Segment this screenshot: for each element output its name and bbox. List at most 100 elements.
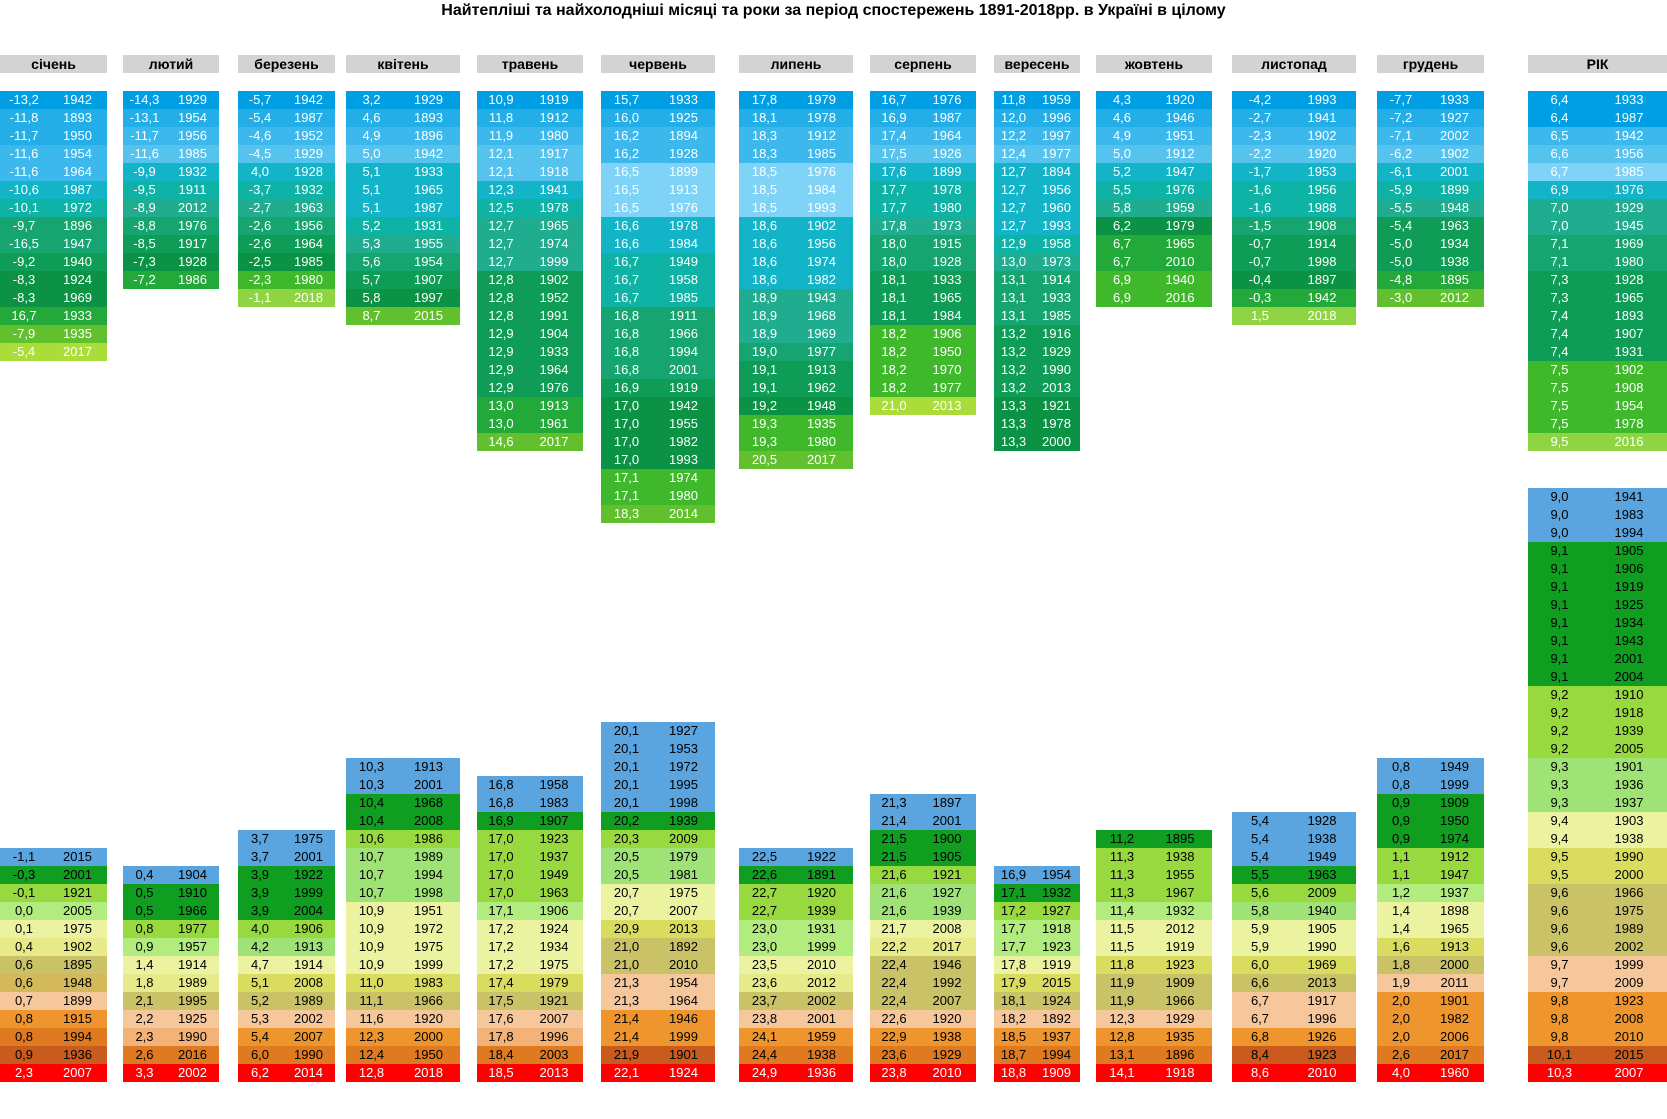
cold-value: -1,5	[1248, 218, 1272, 233]
warm-row: 1,4 1914	[123, 956, 219, 974]
warm-value: 23,5	[751, 957, 778, 972]
warm-value: 12,8	[1109, 1029, 1135, 1044]
cold-year: 1911	[669, 308, 698, 323]
warm-year: 1913	[1440, 939, 1469, 954]
warm-row: 5,4 2007	[238, 1028, 335, 1046]
cold-year: 1942	[669, 398, 698, 413]
cold-year: 1955	[414, 236, 443, 251]
warm-row: 17,2 1934	[477, 938, 583, 956]
warm-year: 2001	[414, 777, 443, 792]
warm-row: 10,4 1968	[346, 794, 460, 812]
warm-year: 1929	[1165, 1011, 1195, 1026]
warm-year: 1910	[1614, 687, 1644, 702]
warm-row: 10,9 1951	[346, 902, 460, 920]
cold-year: 1974	[669, 470, 698, 485]
cold-row: -2,7 1963	[238, 199, 335, 217]
warm-row: 5,4 1928	[1232, 812, 1356, 830]
warm-value: 16,9	[488, 813, 514, 828]
cold-year: 1899	[669, 164, 698, 179]
warm-year: 1938	[1307, 831, 1337, 846]
cold-row: -14,3 1929	[123, 91, 219, 109]
warm-year: 2004	[294, 903, 323, 918]
cold-value: 6,7	[1112, 236, 1132, 251]
warm-value: 1,8	[135, 975, 154, 990]
cold-row: 5,1 1965	[346, 181, 460, 199]
cold-row: 14,6 2017	[477, 433, 583, 451]
warm-value: 17,0	[488, 831, 514, 846]
cold-value: -0,7	[1248, 254, 1272, 269]
cold-value: 16,0	[613, 110, 640, 125]
warm-year: 1989	[294, 993, 323, 1008]
cold-value: 18,2	[881, 362, 907, 377]
warm-row: 20,1 1995	[601, 776, 715, 794]
warm-value: 2,3	[14, 1065, 34, 1080]
cold-row: 4,9 1896	[346, 127, 460, 145]
cold-row: 16,8 1911	[601, 307, 715, 325]
cold-year: 1984	[807, 182, 836, 197]
cold-year: 1960	[1042, 200, 1071, 215]
cold-value: 12,8	[488, 290, 514, 305]
cold-row: 6,4 1933	[1528, 91, 1667, 109]
warm-value: -0,3	[12, 867, 36, 882]
cold-value: -5,4	[1389, 218, 1413, 233]
warm-row: 9,1 1925	[1528, 596, 1667, 614]
warm-row: 21,5 1905	[870, 848, 976, 866]
cold-year: 1948	[807, 398, 836, 413]
cold-row: 17,8 1979	[739, 91, 853, 109]
cold-value: -5,7	[248, 92, 272, 107]
cold-row: 4,9 1951	[1096, 127, 1212, 145]
warm-year: 1936	[1614, 777, 1644, 792]
coldest-block: -7,7 1933 -7,2 1927 -7,1 2002 -6,2 1902 -6,1 2001…	[1377, 91, 1484, 307]
warm-value: 21,9	[613, 1047, 640, 1062]
warm-year: 1897	[932, 795, 962, 810]
column-header: РІК	[1528, 55, 1667, 73]
warm-value: 11,3	[1109, 885, 1135, 900]
warm-row: 5,8 1940	[1232, 902, 1356, 920]
cold-row: -4,8 1895	[1377, 271, 1484, 289]
warm-row: 23,8 2001	[739, 1010, 853, 1028]
cold-row: 16,7 1949	[601, 253, 715, 271]
warm-row: 18,7 1994	[994, 1046, 1080, 1064]
cold-row: 18,1 1978	[739, 109, 853, 127]
warm-year: 1934	[1614, 615, 1644, 630]
cold-value: 16,7	[613, 254, 640, 269]
warm-value: 0,4	[135, 867, 154, 882]
cold-year: 1897	[1307, 272, 1337, 287]
warm-row: 0,8 1994	[0, 1028, 107, 1046]
warm-value: 10,1	[1546, 1047, 1573, 1062]
warm-value: 20,1	[613, 795, 640, 810]
warm-year: 2009	[1307, 885, 1337, 900]
warm-row: 20,3 2009	[601, 830, 715, 848]
warm-value: 9,0	[1550, 525, 1569, 540]
warm-row: 10,7 1989	[346, 848, 460, 866]
warm-value: 14,1	[1109, 1065, 1135, 1080]
warm-year: 2017	[932, 939, 962, 954]
warm-row: 10,7 1998	[346, 884, 460, 902]
warm-year: 1901	[1614, 759, 1644, 774]
warm-year: 1938	[807, 1047, 836, 1062]
cold-year: 1947	[1165, 164, 1195, 179]
warm-row: 1,9 2011	[1377, 974, 1484, 992]
warm-row: 22,2 2017	[870, 938, 976, 956]
cold-value: 12,4	[1000, 146, 1027, 161]
cold-value: 18,5	[751, 200, 778, 215]
warm-value: 0,1	[14, 921, 34, 936]
warm-row: 20,1 1927	[601, 722, 715, 740]
warm-value: 9,1	[1550, 633, 1569, 648]
cold-row: 19,0 1977	[739, 343, 853, 361]
warmest-block: -1,1 2015 -0,3 2001 -0,1 1921 0,0 2005 0,1 1975 0,…	[0, 848, 107, 1082]
cold-year: 2012	[1440, 290, 1469, 305]
warm-row: 22,5 1922	[739, 848, 853, 866]
warm-year: 1995	[669, 777, 698, 792]
warm-year: 1923	[1165, 957, 1195, 972]
cold-year: 1985	[178, 146, 207, 161]
warm-row: 21,4 2001	[870, 812, 976, 830]
warm-row: 0,8 1977	[123, 920, 219, 938]
column-header: вересень	[994, 55, 1080, 73]
warm-value: 24,4	[751, 1047, 778, 1062]
cold-value: -7,3	[133, 254, 156, 269]
cold-value: 6,4	[1550, 110, 1569, 125]
cold-year: 1942	[294, 92, 323, 107]
cold-row: 12,7 1965	[477, 217, 583, 235]
warm-row: 23,7 2002	[739, 992, 853, 1010]
